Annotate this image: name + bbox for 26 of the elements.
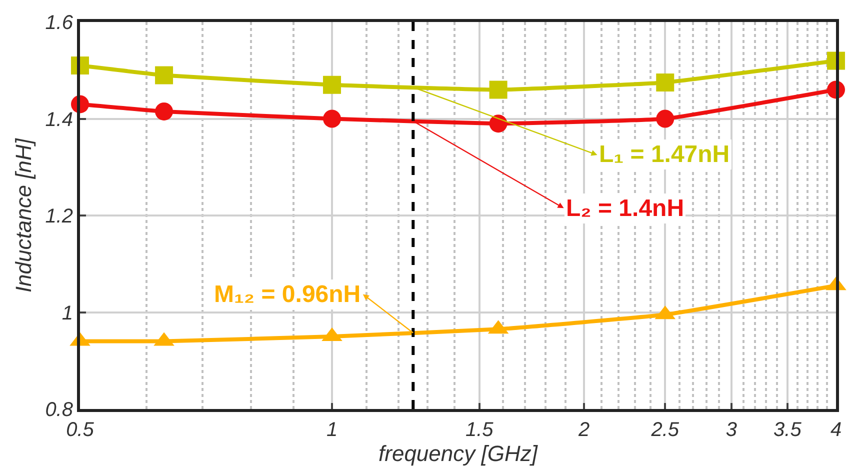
y-tick-label: 0.8 xyxy=(45,399,73,421)
x-tick-label: 2.5 xyxy=(650,419,680,441)
y-tick-label: 1 xyxy=(62,302,73,324)
annotation: L₂ = 1.4nH xyxy=(566,195,684,222)
y-tick-label: 1.6 xyxy=(45,12,74,34)
x-tick-label: 0.5 xyxy=(66,419,95,441)
annotation: M₁₂ = 0.96nH xyxy=(214,281,361,308)
x-tick-label: 4 xyxy=(830,419,842,441)
point xyxy=(656,73,674,92)
y-tick-label: 1.4 xyxy=(45,108,73,131)
point xyxy=(656,110,674,128)
y-tick-label: 1.2 xyxy=(45,206,73,228)
x-tick-label: 1 xyxy=(326,419,338,441)
annotation: L₁ = 1.47nH xyxy=(599,141,730,168)
point xyxy=(155,102,174,120)
point xyxy=(489,80,508,99)
x-axis-title: frequency [GHz] xyxy=(378,441,538,466)
point xyxy=(323,76,341,94)
x-tick-label: 1.5 xyxy=(466,419,494,441)
x-tick-label: 2 xyxy=(577,419,590,441)
point xyxy=(323,110,341,128)
point xyxy=(489,114,508,133)
y-axis-title: Inductance [nH] xyxy=(10,138,36,293)
x-tick-label: 3.5 xyxy=(774,419,802,441)
point xyxy=(155,66,174,84)
x-tick-label: 3 xyxy=(726,419,737,441)
